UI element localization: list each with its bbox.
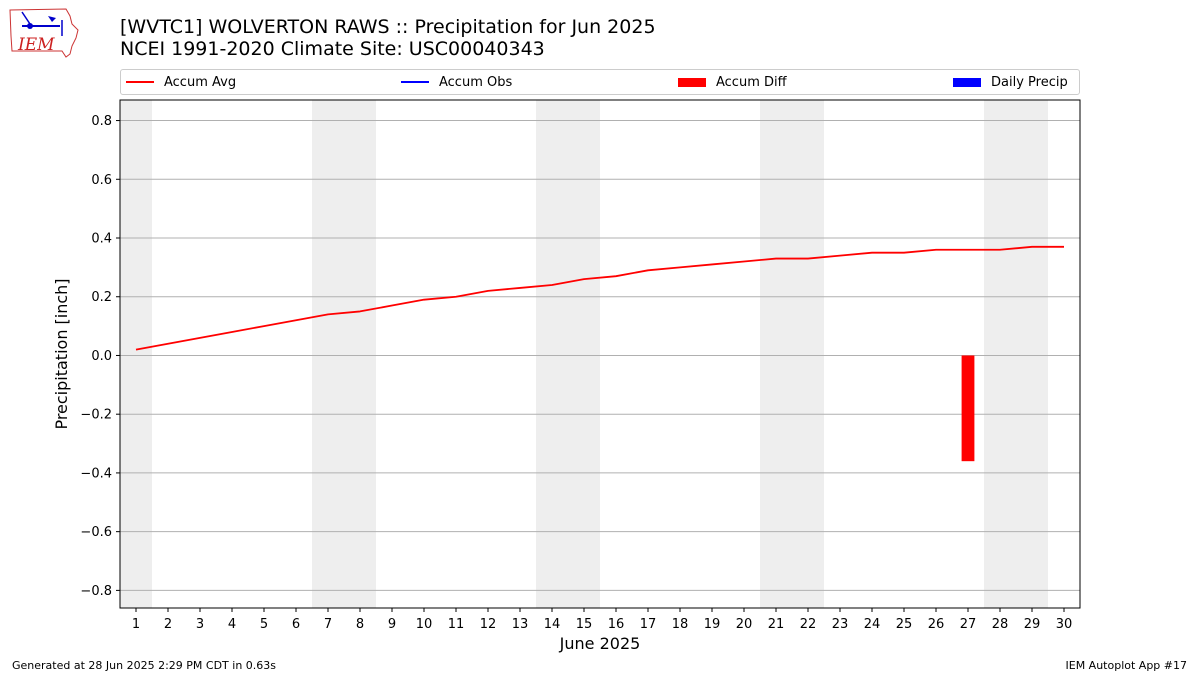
x-tick-label: 3 — [196, 617, 204, 632]
grid-lines — [120, 120, 1080, 591]
x-tick-label: 24 — [864, 617, 881, 632]
y-tick-label: 0.2 — [91, 290, 112, 305]
weekend-band — [984, 100, 1048, 608]
x-tick-label: 27 — [960, 617, 977, 632]
weekend-band — [120, 100, 152, 608]
y-tick-label: −0.6 — [80, 525, 112, 540]
footer-app-id: IEM Autoplot App #17 — [1065, 659, 1188, 672]
x-tick-label: 22 — [800, 617, 817, 632]
x-tick-label: 12 — [480, 617, 497, 632]
x-tick-label: 26 — [928, 617, 945, 632]
y-axis-label: Precipitation [inch] — [52, 278, 71, 429]
x-tick-label: 1 — [132, 617, 140, 632]
weekend-shading — [120, 100, 1048, 608]
x-tick-label: 30 — [1056, 617, 1073, 632]
x-tick-label: 6 — [292, 617, 300, 632]
x-tick-label: 2 — [164, 617, 172, 632]
y-tick-label: −0.8 — [80, 584, 112, 599]
legend-item-accum-diff: Accum Diff — [678, 70, 787, 94]
y-tick-label: 0.6 — [91, 173, 112, 188]
chart-title-line1: [WVTC1] WOLVERTON RAWS :: Precipitation … — [120, 16, 656, 38]
footer-generated: Generated at 28 Jun 2025 2:29 PM CDT in … — [12, 659, 277, 672]
x-tick-label: 4 — [228, 617, 236, 632]
legend-swatch-accum-avg — [126, 81, 154, 83]
y-tick-label: 0.8 — [91, 114, 112, 129]
x-tick-label: 28 — [992, 617, 1009, 632]
chart-title: [WVTC1] WOLVERTON RAWS :: Precipitation … — [120, 16, 656, 60]
x-tick-label: 15 — [576, 617, 593, 632]
plot-frame — [119, 99, 1081, 609]
y-tick-label: −0.2 — [80, 408, 112, 423]
iem-logo: IEM — [8, 6, 80, 58]
x-tick-label: 8 — [356, 617, 364, 632]
legend-swatch-daily-precip — [953, 77, 981, 87]
iem-logo-graphic: IEM — [9, 8, 79, 58]
x-tick-label: 18 — [672, 617, 689, 632]
y-tick-label: 0.4 — [91, 232, 112, 247]
x-tick-label: 23 — [832, 617, 849, 632]
legend-label-accum-avg: Accum Avg — [164, 74, 237, 90]
x-tick-label: 5 — [260, 617, 268, 632]
y-tick-label: 0.0 — [91, 349, 112, 364]
x-tick-label: 14 — [544, 617, 561, 632]
x-tick-label: 19 — [704, 617, 721, 632]
data-series — [135, 245, 1064, 462]
legend-swatch-accum-diff — [678, 77, 706, 87]
line-accum-avg — [135, 245, 1064, 351]
chart-legend: Accum Avg Accum Obs Accum Diff Daily Pre… — [120, 69, 1080, 95]
x-tick-label: 20 — [736, 617, 753, 632]
x-tick-label: 25 — [896, 617, 913, 632]
x-tick-label: 29 — [1024, 617, 1041, 632]
logo-text: IEM — [17, 35, 55, 55]
legend-label-daily-precip: Daily Precip — [991, 74, 1068, 90]
weekend-band — [312, 100, 376, 608]
legend-swatch-accum-obs — [401, 81, 429, 83]
x-tick-label: 13 — [512, 617, 529, 632]
x-tick-label: 9 — [388, 617, 396, 632]
legend-label-accum-diff: Accum Diff — [716, 74, 787, 90]
x-tick-label: 17 — [640, 617, 657, 632]
x-axis-ticks: 1 2 3 4 5 6 7 8 9 10 11 12 13 14 15 16 17 18 19 20 21 22 23 24 2… — [132, 608, 1072, 632]
y-axis-ticks: −0.8 −0.6 −0.4 −0.2 0.0 0.2 0.4 0.6 0.8 — [80, 114, 120, 599]
y-tick-label: −0.4 — [80, 466, 112, 481]
weekend-band — [536, 100, 600, 608]
legend-item-accum-avg: Accum Avg — [126, 70, 236, 94]
x-tick-label: 7 — [324, 617, 332, 632]
chart-title-line2: NCEI 1991-2020 Climate Site: USC00040343 — [120, 38, 545, 60]
bar-accum-diff — [961, 355, 975, 462]
weekend-band — [760, 100, 824, 608]
x-tick-label: 11 — [448, 617, 465, 632]
legend-item-accum-obs: Accum Obs — [401, 70, 512, 94]
x-tick-label: 16 — [608, 617, 625, 632]
x-tick-label: 10 — [416, 617, 433, 632]
legend-label-accum-obs: Accum Obs — [439, 74, 513, 90]
x-axis-label: June 2025 — [559, 634, 641, 653]
legend-item-daily-precip: Daily Precip — [953, 70, 1068, 94]
x-tick-label: 21 — [768, 617, 785, 632]
